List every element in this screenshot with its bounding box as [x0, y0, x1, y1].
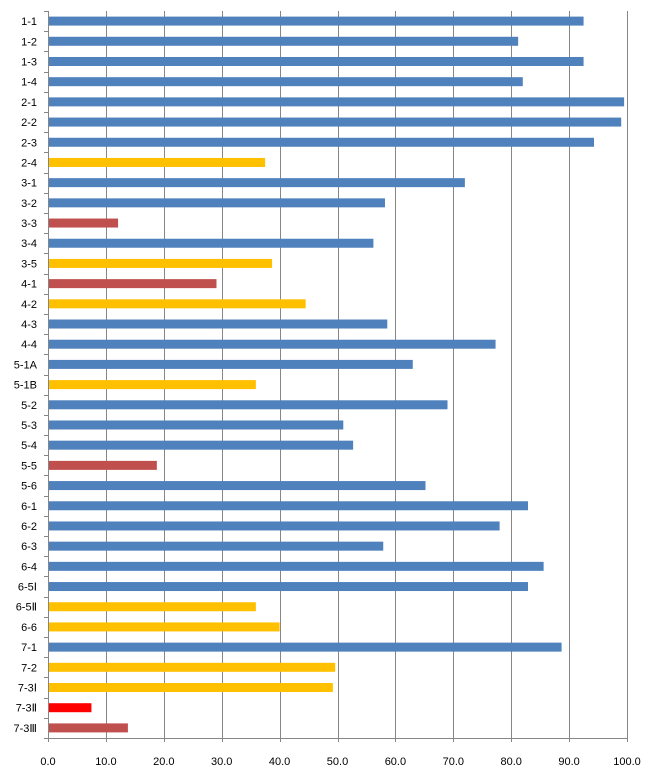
x-tick-label: 80.0	[500, 756, 521, 768]
bar	[49, 602, 256, 612]
bar	[49, 279, 217, 289]
x-tick-label: 10.0	[95, 756, 116, 768]
x-tick-label: 100.0	[613, 756, 641, 768]
bar	[49, 137, 594, 147]
bar	[49, 117, 622, 127]
x-tick-label: 0.0	[40, 756, 55, 768]
category-label: 6-1	[21, 501, 37, 513]
bar	[49, 683, 333, 693]
category-label: 6-2	[21, 521, 37, 533]
bar	[49, 77, 523, 87]
category-label: 7-1	[21, 642, 37, 654]
bar	[49, 561, 544, 571]
category-label: 6-6	[21, 622, 37, 634]
bar	[49, 258, 273, 268]
bar	[49, 319, 388, 329]
category-label: 4-3	[21, 319, 37, 331]
x-tick-label: 60.0	[385, 756, 406, 768]
category-label: 5-4	[21, 440, 37, 452]
category-label: 1-4	[21, 77, 37, 89]
bar	[49, 339, 496, 349]
category-label: 3-4	[21, 238, 37, 250]
category-label: 5-6	[21, 481, 37, 493]
category-label: 2-2	[21, 117, 37, 129]
bar	[49, 178, 465, 188]
bar	[49, 157, 266, 167]
bar	[49, 400, 448, 410]
category-label: 4-4	[21, 339, 37, 351]
category-label: 7-3Ⅰ	[18, 683, 37, 695]
bar	[49, 299, 306, 309]
category-label: 2-1	[21, 97, 37, 109]
category-label: 1-2	[21, 36, 37, 48]
category-labels: 1-1 1-2 1-3 1-4 2-1 2-2 2-3 2-4 3-1 3-2 3-3 3-4 3-5 4…	[14, 16, 38, 735]
category-label: 3-2	[21, 198, 37, 210]
bar	[49, 501, 528, 511]
category-label: 5-2	[21, 400, 37, 412]
bar	[49, 521, 500, 531]
category-label: 6-5Ⅱ	[16, 602, 37, 614]
x-tick-label: 20.0	[153, 756, 174, 768]
x-tick-label: 70.0	[443, 756, 464, 768]
category-label: 6-3	[21, 541, 37, 553]
bar	[49, 36, 519, 46]
bar	[49, 703, 92, 713]
bar	[49, 541, 384, 551]
category-label: 4-1	[21, 279, 37, 291]
bar	[49, 440, 354, 450]
category-label: 5-1A	[14, 359, 38, 371]
category-label: 3-1	[21, 178, 37, 190]
bar	[49, 481, 426, 491]
bar	[49, 723, 128, 733]
category-label: 3-5	[21, 258, 37, 270]
bar	[49, 218, 119, 228]
bar	[49, 198, 385, 208]
bar	[49, 238, 374, 248]
category-label: 7-3Ⅱ	[16, 703, 37, 715]
bar	[49, 380, 256, 390]
bar	[49, 662, 336, 672]
category-label: 1-3	[21, 56, 37, 68]
category-label: 1-1	[21, 16, 37, 28]
x-tick-label: 30.0	[211, 756, 232, 768]
bar	[49, 16, 584, 26]
category-label: 7-3Ⅲ	[14, 723, 37, 735]
category-label: 4-2	[21, 299, 37, 311]
bar	[49, 97, 625, 107]
category-label: 5-3	[21, 420, 37, 432]
bar	[49, 642, 562, 652]
bar	[49, 56, 584, 66]
bars	[49, 16, 625, 733]
category-label: 5-5	[21, 460, 37, 472]
bar	[49, 622, 280, 632]
x-tick-label: 90.0	[558, 756, 579, 768]
category-label: 6-4	[21, 561, 37, 573]
category-label: 2-3	[21, 137, 37, 149]
bar	[49, 582, 528, 592]
x-tick-label: 50.0	[327, 756, 348, 768]
bar	[49, 359, 413, 369]
category-label: 6-5Ⅰ	[18, 582, 37, 594]
category-label: 2-4	[21, 157, 37, 169]
bar	[49, 420, 344, 430]
bar	[49, 460, 157, 470]
grid-lines	[44, 11, 628, 742]
category-label: 7-2	[21, 662, 37, 674]
category-label: 5-1B	[14, 380, 37, 392]
category-label: 3-3	[21, 218, 37, 230]
x-axis-tick-labels: 0.0 10.0 20.0 30.0 40.0 50.0 60.0 70.0 80.0 90.0 1…	[40, 756, 640, 768]
x-tick-label: 40.0	[269, 756, 290, 768]
